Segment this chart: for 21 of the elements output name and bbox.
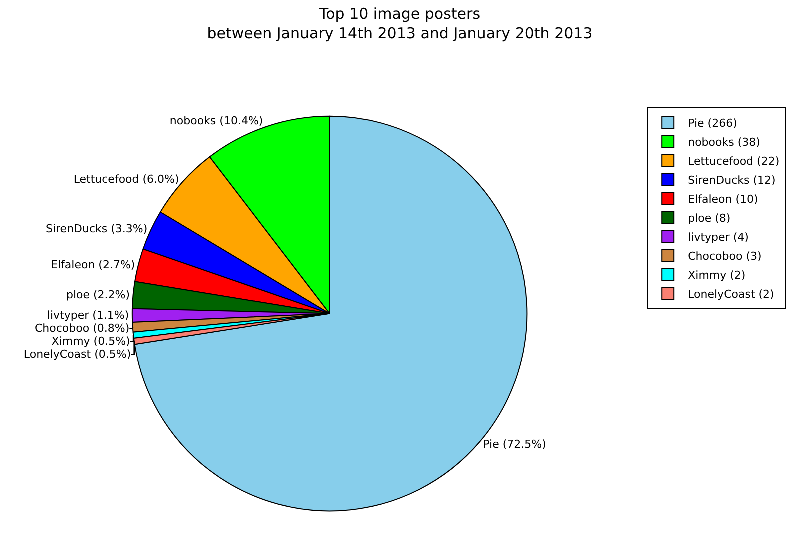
data-label: Pie (72.5%) [483,438,546,452]
data-label: Lettucefood (6.0%) [74,172,180,186]
data-label: Elfaleon (2.7%) [51,258,136,272]
data-label: nobooks (10.4%) [170,114,264,128]
legend-label: nobooks (38) [688,136,760,149]
data-label: Ximmy (0.5%) [52,335,130,348]
legend-label: livtyper (4) [688,230,749,244]
data-label: livtyper (1.1%) [47,309,130,322]
legend-label: Pie (266) [688,116,738,130]
legend-label: Chocoboo (3) [688,250,762,263]
legend-label: SirenDucks (12) [688,174,776,187]
data-label: Chocoboo (0.8%) [34,322,130,336]
data-label: SirenDucks (3.3%) [46,222,148,236]
legend-label: LonelyCoast (2) [688,288,774,301]
legend-label: Lettucefood (22) [688,154,780,168]
legend-label: Elfaleon (10) [688,192,758,206]
chart-title: Top 10 image posters between January 14th 2013 and January 20th 2013 [207,4,593,42]
data-label: LonelyCoast (0.5%) [24,348,132,362]
legend-label: Ximmy (2) [688,268,746,282]
data-label: ploe (2.2%) [66,288,130,302]
legend-label: ploe (8) [688,212,731,225]
